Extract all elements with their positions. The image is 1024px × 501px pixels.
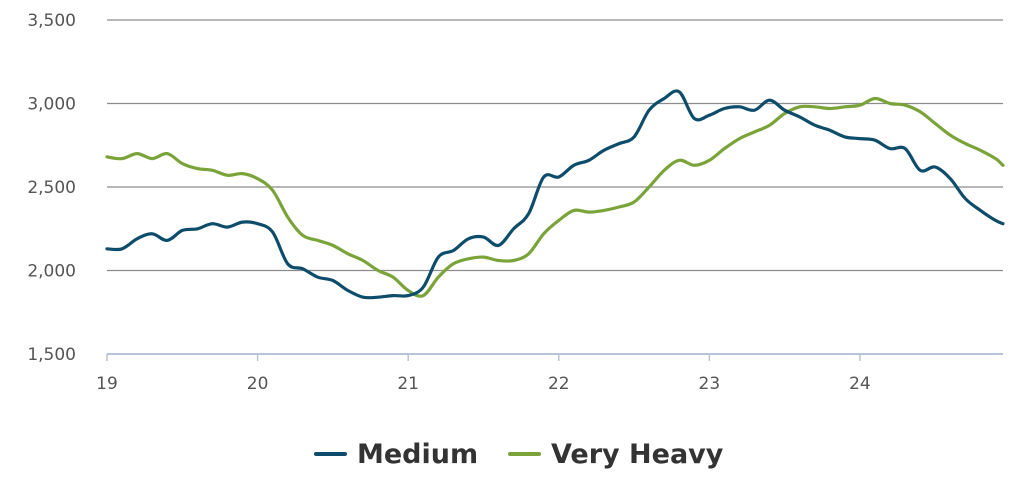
x-tick-label: 20: [247, 374, 269, 394]
axes: 1,500 2,000 2,500 3,000 3,500 19 20 21 22 23 24: [27, 11, 870, 394]
y-tick-label: 3,000: [27, 95, 76, 115]
y-tick-label: 2,500: [27, 178, 76, 198]
legend-label-very-heavy: Very Heavy: [551, 439, 724, 470]
series-line-very-heavy: [105, 96, 1005, 298]
x-tick-label: 21: [397, 374, 419, 394]
gridlines: [107, 19, 1003, 355]
legend-label-medium: Medium: [357, 439, 478, 470]
series-lines: [105, 89, 1005, 300]
x-tick-label: 19: [96, 374, 118, 394]
legend: Medium Very Heavy: [314, 439, 724, 470]
y-tick-label: 1,500: [27, 345, 76, 365]
x-tick-label: 23: [699, 374, 721, 394]
series-line-medium: [105, 89, 1005, 300]
x-tick-label: 22: [548, 374, 570, 394]
y-tick-label: 2,000: [27, 262, 76, 282]
x-tick-label: 24: [849, 374, 871, 394]
y-tick-label: 3,500: [27, 11, 76, 31]
